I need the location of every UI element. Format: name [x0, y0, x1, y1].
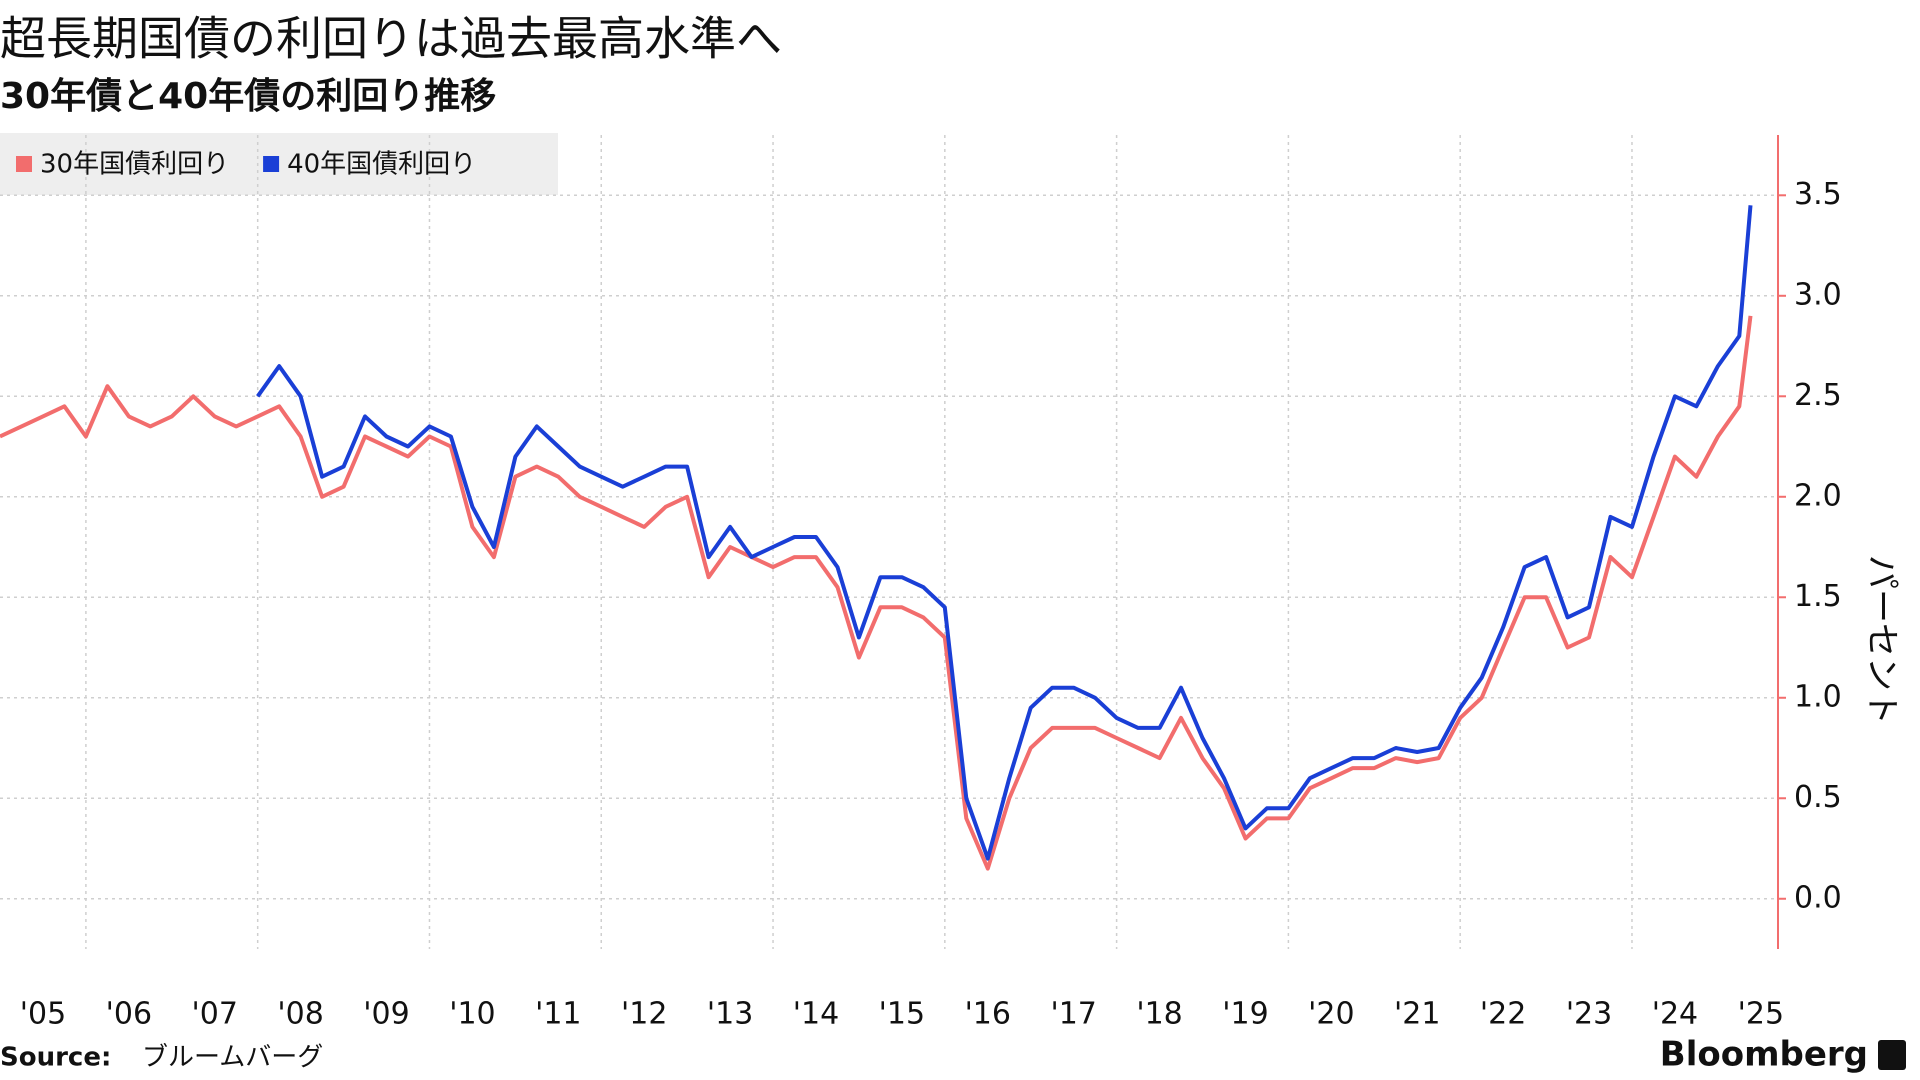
- y-axis-label: パーセント: [1862, 555, 1902, 725]
- x-tick-label: '21: [1394, 997, 1440, 1032]
- series-line: [0, 315, 1753, 871]
- source: ブルームバーグ: [142, 1043, 323, 1073]
- legend-swatch: [16, 156, 32, 172]
- y-tick-label: 0.5: [1794, 780, 1842, 815]
- x-tick-label: '15: [879, 997, 925, 1032]
- x-tick-label: '18: [1136, 997, 1182, 1032]
- legend-label: 40年国債利回り: [287, 150, 476, 180]
- x-tick-label: '20: [1308, 997, 1354, 1032]
- x-tick-label: '08: [277, 997, 323, 1032]
- legend-swatch: [263, 156, 280, 172]
- y-tick-label: 2.5: [1794, 378, 1842, 413]
- chart-subtitle: 30年債と40年債の利回り推移: [0, 76, 496, 117]
- y-tick-label: 0.0: [1794, 880, 1842, 915]
- series-line: [256, 205, 1753, 861]
- x-tick-label: '19: [1222, 997, 1268, 1032]
- x-tick-label: '05: [20, 997, 66, 1032]
- x-tick-label: '14: [793, 997, 839, 1032]
- x-tick-label: '06: [106, 997, 152, 1032]
- x-tick-label: '24: [1652, 997, 1698, 1032]
- y-tick-label: 3.5: [1794, 177, 1842, 212]
- x-tick-label: '17: [1050, 997, 1096, 1032]
- brand: Bloomberg: [1660, 1035, 1868, 1075]
- y-tick-label: 3.0: [1794, 277, 1842, 312]
- brand-icon: [1878, 1040, 1906, 1070]
- x-tick-label: '11: [535, 997, 581, 1032]
- x-tick-label: '23: [1566, 997, 1612, 1032]
- chart-title: 超長期国債の利回りは過去最高水準へ: [0, 12, 782, 66]
- y-tick-label: 2.0: [1794, 478, 1842, 513]
- y-tick-label: 1.0: [1794, 679, 1842, 714]
- y-tick-label: 1.5: [1794, 579, 1842, 614]
- x-tick-label: '07: [192, 997, 238, 1032]
- x-tick-label: '10: [449, 997, 495, 1032]
- x-tick-label: '16: [965, 997, 1011, 1032]
- legend-label: 30年国債利回り: [40, 150, 229, 180]
- x-tick-label: '22: [1480, 997, 1526, 1032]
- x-tick-label: '13: [707, 997, 753, 1032]
- x-tick-label: '09: [363, 997, 409, 1032]
- x-tick-label: '25: [1738, 997, 1784, 1032]
- source-label: Source:: [0, 1043, 111, 1073]
- x-tick-label: '12: [621, 997, 667, 1032]
